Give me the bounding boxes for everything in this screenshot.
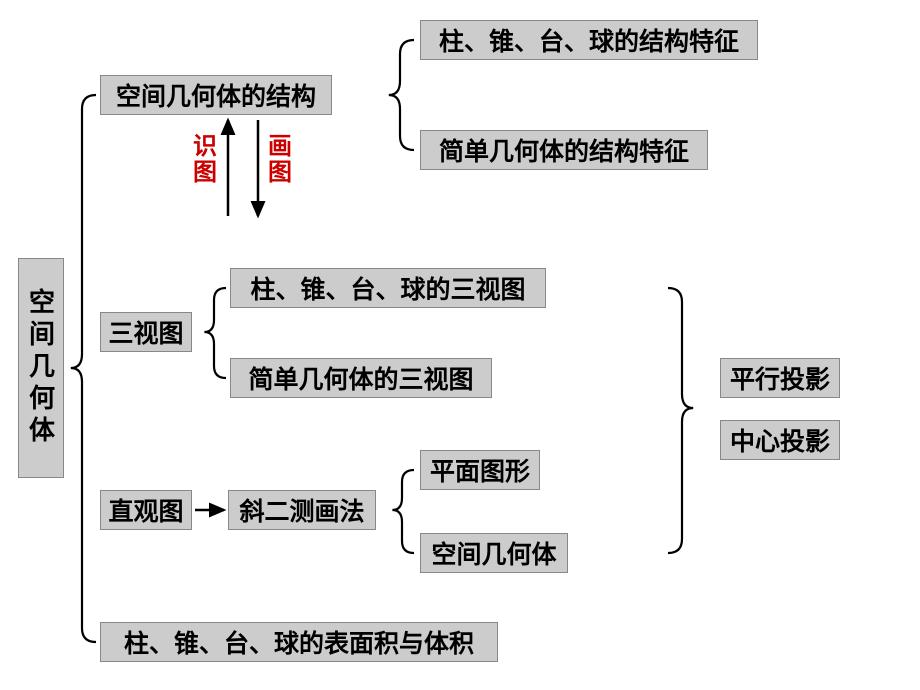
- node-san_a: 柱、锥、台、球的三视图: [230, 268, 546, 308]
- red-label-huatu: 画图: [268, 134, 292, 187]
- node-xie: 斜二测画法: [228, 490, 376, 530]
- brace-xie: [392, 470, 414, 553]
- brace-struct: [389, 40, 414, 150]
- node-xie_a: 平面图形: [420, 450, 540, 490]
- brace-san: [204, 288, 226, 378]
- brace-root: [71, 95, 96, 642]
- brace-right: [668, 288, 693, 553]
- red-label-shitu: 识图: [193, 134, 217, 187]
- red-label-shitu-line: 图: [193, 160, 217, 186]
- node-struct: 空间几何体的结构: [100, 75, 332, 115]
- node-san_b: 简单几何体的三视图: [230, 358, 492, 398]
- node-zhongxin: 中心投影: [720, 420, 840, 460]
- red-label-huatu-line: 图: [268, 160, 292, 186]
- node-zhiguan: 直观图: [100, 490, 192, 530]
- node-struct_a: 柱、锥、台、球的结构特征: [420, 20, 758, 60]
- node-pingxing: 平行投影: [720, 358, 840, 398]
- node-surface: 柱、锥、台、球的表面积与体积: [100, 622, 498, 662]
- node-root: 空间几何体: [18, 258, 64, 478]
- node-xie_b: 空间几何体: [420, 533, 568, 573]
- red-label-huatu-line: 画: [268, 134, 292, 160]
- node-sanview: 三视图: [100, 312, 192, 352]
- red-label-shitu-line: 识: [193, 134, 217, 160]
- node-struct_b: 简单几何体的结构特征: [420, 130, 708, 170]
